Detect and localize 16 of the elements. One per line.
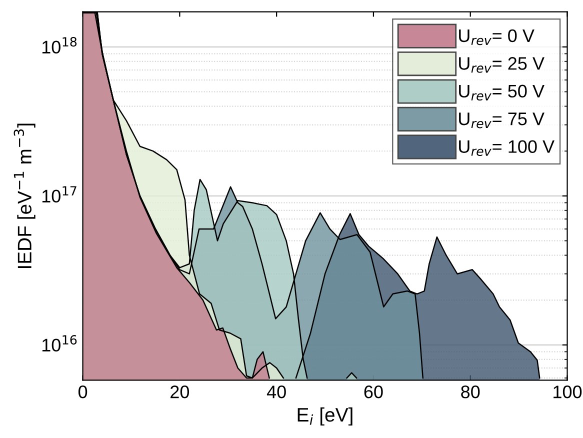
x-tick-label: 80 (461, 386, 480, 398)
y-tick-label: 10$^{16}$ (42, 335, 77, 352)
legend-label: U$_{rev}$= 25 V (459, 57, 544, 73)
x-tick-label: 100 (554, 386, 582, 398)
legend-label: U$_{rev}$= 0 V (459, 29, 534, 46)
x-tick-label: 40 (266, 386, 286, 398)
y-axis-title: IEDF [eV$^{−1}$ m$^{−3}$] (14, 124, 36, 268)
legend-label: U$_{rev}$= 75 V (459, 112, 544, 128)
x-tick-label: 0 (78, 386, 88, 398)
legend-label: U$_{rev}$= 50 V (459, 84, 544, 101)
x-axis-title: E$_{i}$ [eV] (298, 407, 352, 426)
legend-label: U$_{rev}$= 100 V (459, 140, 554, 156)
x-tick-label: 60 (364, 386, 383, 398)
y-tick-label: 10$^{18}$ (42, 37, 77, 54)
y-tick-label: 10$^{17}$ (42, 186, 76, 203)
x-tick-label: 20 (170, 386, 190, 398)
